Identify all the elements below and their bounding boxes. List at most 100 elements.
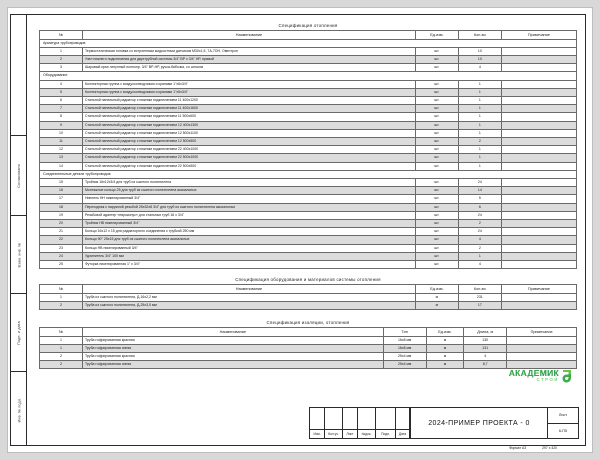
cell-qty: 1 xyxy=(457,145,502,155)
cell-note xyxy=(500,87,578,97)
cell-unit: м xyxy=(425,335,465,345)
col-header-note: Примечание xyxy=(506,326,577,337)
cell-name: Тройник НВ никелированный 3/4" xyxy=(81,218,416,229)
cell-unit: шт. xyxy=(414,128,459,138)
cell-unit: шт. xyxy=(414,227,459,237)
table-header-row: № Наименование Ед.изм. Кол-во Примечание xyxy=(39,283,578,294)
table-body: Арматура трубопроводов 1 Термостатическая … xyxy=(39,38,578,270)
format-label: Формат А3 xyxy=(508,446,527,450)
table-row: 1 Труба гофрированная красная 16х8 мм м 130 xyxy=(39,335,577,345)
project-title-text: 2024-ПРИМЕР ПРОЕКТА - 0 xyxy=(428,419,530,427)
cell-qty: 1 xyxy=(457,104,502,114)
table-row: 13 Стальной панельный радиатор с нижним п… xyxy=(39,153,578,163)
cell-num: 6 xyxy=(39,95,83,106)
cell-name: Труба из сшитого полиэтилена, Д-16х2,2 м… xyxy=(81,292,416,302)
col-header-num: № xyxy=(39,283,83,294)
cell-num: 1 xyxy=(39,292,83,302)
cell-type: 25х4 мм xyxy=(382,360,427,370)
margin-field-vzam-inv: Взам. инв. № xyxy=(11,215,27,294)
rev-cell-koluch xyxy=(325,408,343,429)
cell-num: 19 xyxy=(39,210,83,220)
title-block-sheet-info: Лист 6-П5 xyxy=(548,408,578,438)
logo-text: АКАДЕМИК СТРОЙ xyxy=(509,369,559,382)
format-note: Формат А3 297 x 420 xyxy=(311,445,579,451)
margin-field-soglasovano: Согласовано xyxy=(11,135,27,216)
cell-unit: шт. xyxy=(414,112,459,122)
cell-unit: шт. xyxy=(414,87,459,97)
cell-num: 13 xyxy=(39,153,83,163)
cell-num: 16 xyxy=(39,186,83,196)
cell-num: 2 xyxy=(39,360,83,370)
cell-unit: шт. xyxy=(414,136,459,147)
group-label: Оборудование xyxy=(39,71,577,81)
cell-note xyxy=(500,79,578,89)
table-row: 11 Стальной панельный радиатор с нижним п… xyxy=(39,136,578,147)
sheet-value-text: 6-П5 xyxy=(558,428,568,433)
cell-type: 16х8 мм xyxy=(382,343,427,353)
rev-cell-podp xyxy=(376,408,396,429)
cell-unit: шт. xyxy=(414,95,459,106)
cell-length: 8,7 xyxy=(463,360,508,370)
cell-unit: шт. xyxy=(414,104,459,114)
table-row: 25 Футорка никелированная 1" х 3/4" шт. 4 xyxy=(39,259,578,270)
cell-unit: шт. xyxy=(414,243,459,253)
cell-name: Кольцо 16х12 х 15 для радиаторного соеди… xyxy=(81,227,416,237)
cell-name: Стальной панельный радиатор с нижним под… xyxy=(81,161,416,171)
table-row: 2 Труба гофрированная синяя 25х4 мм м 8,7 xyxy=(39,360,577,370)
cell-qty: 2 xyxy=(457,136,502,147)
table-group-header: Соединительные детали трубопроводов xyxy=(39,169,577,179)
sheet-label-text: Лист xyxy=(558,413,568,418)
cell-qty: 24 xyxy=(457,227,502,237)
cell-name: Стальной панельный радиатор с нижним под… xyxy=(81,153,416,163)
cell-qty: 231 xyxy=(457,292,502,302)
cell-name: Труба гофрированная красная xyxy=(81,335,384,345)
cell-name: Стальной панельный радиатор с нижним под… xyxy=(81,112,416,122)
cell-num: 9 xyxy=(39,120,83,130)
cell-note xyxy=(500,145,578,155)
cell-name: Труба гофрированная красная xyxy=(81,351,384,362)
cell-length: 4 xyxy=(463,351,508,362)
col-header-num: № xyxy=(39,29,83,40)
cell-type: 25х4 мм xyxy=(382,351,427,362)
table-row: 24 Удлинитель 3/4" 100 мм шт. 1 xyxy=(39,251,578,261)
cell-num: 24 xyxy=(39,251,83,261)
cell-name: Кольцо 90° 25х15 для труб из сшитого пол… xyxy=(81,235,416,245)
cell-note xyxy=(500,300,578,310)
cell-note xyxy=(500,161,578,171)
cell-unit: м xyxy=(414,292,459,302)
logo-sub-text: СТРОЙ xyxy=(536,377,559,383)
cell-name: Кольцо НВ никелированный 3/4" xyxy=(81,243,416,253)
rev-header-list: Лист xyxy=(343,430,358,438)
margin-stamp-column: Согласовано Взам. инв. № Подп. и дата Ин… xyxy=(10,14,27,446)
cell-num: 1 xyxy=(39,335,83,345)
cell-qty: 1 xyxy=(457,251,502,261)
cell-qty: 17 xyxy=(457,300,502,310)
cell-name: Труба из сшитого полиэтилена, Д-25х3,5 м… xyxy=(81,300,416,310)
cell-note xyxy=(500,227,578,237)
rev-header-ndok: №док. xyxy=(358,430,376,438)
table-row: 12 Стальной панельный радиатор с нижним п… xyxy=(39,145,578,155)
cell-num: 8 xyxy=(39,112,83,122)
table-row: 2 Труба гофрированная красная 25х4 мм м 4 xyxy=(39,351,577,362)
cell-qty: 5 xyxy=(457,194,502,204)
cell-num: 2 xyxy=(39,54,83,65)
cell-unit: м xyxy=(425,343,465,353)
table-row: 1 Термостатическая головка со встроенным … xyxy=(39,46,578,56)
cell-name: Труба гофрированная синяя xyxy=(81,343,384,353)
cell-name: Труба гофрированная синяя xyxy=(81,360,384,370)
col-header-num: № xyxy=(39,326,83,337)
col-header-length: Длина, м xyxy=(463,326,508,337)
col-header-name: Наименование xyxy=(81,326,384,337)
cell-num: 12 xyxy=(39,145,83,155)
cell-num: 4 xyxy=(39,79,83,89)
table-row: 8 Стальной панельный радиатор с нижним по… xyxy=(39,112,578,122)
cell-note xyxy=(500,63,578,73)
cell-note xyxy=(500,153,578,163)
cell-num: 10 xyxy=(39,128,83,138)
table-group-header: Оборудование xyxy=(39,71,577,81)
rev-cell-izm xyxy=(310,408,325,429)
col-header-type: Тип xyxy=(382,326,427,337)
cell-note xyxy=(506,360,577,370)
cell-name: Тройник 16х12х3/4 для труб из сшитого по… xyxy=(81,177,416,188)
margin-field-0 xyxy=(11,15,27,135)
